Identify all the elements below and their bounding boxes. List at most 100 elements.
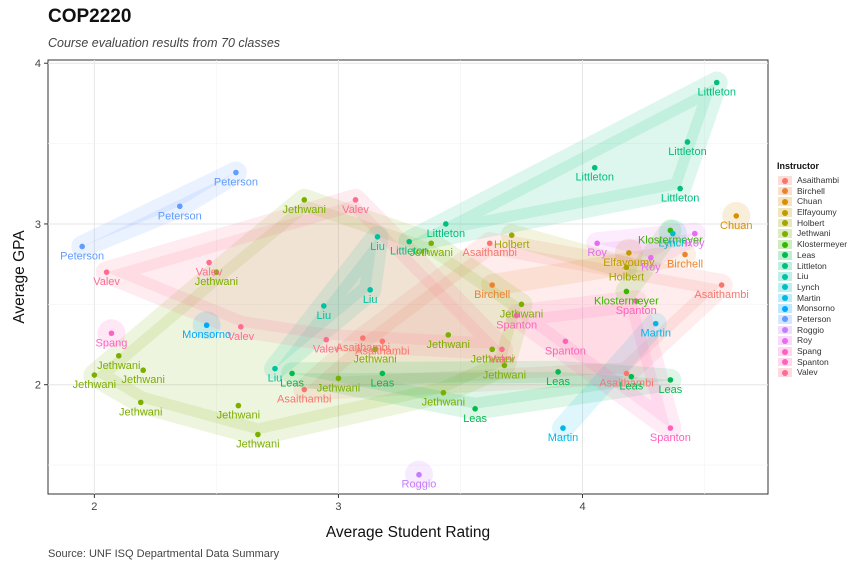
hull-spanton	[505, 290, 682, 440]
point-elfayoumy	[626, 250, 632, 256]
legend-key-chuan	[777, 196, 793, 207]
point-jethwani	[445, 332, 452, 338]
point-spanton	[667, 425, 674, 431]
point-valev	[352, 197, 359, 203]
point-label-birchell: Birchell	[667, 258, 703, 270]
point-label-littleton: Littleton	[390, 246, 429, 258]
legend-item-liu: Liu	[777, 271, 847, 282]
point-liu	[367, 287, 373, 293]
point-jethwani	[372, 346, 378, 353]
point-label-asaithambi: Asaithambi	[336, 342, 390, 354]
legend-key-holbert	[777, 218, 793, 229]
point-label-littleton: Littleton	[668, 146, 707, 158]
point-birchell	[682, 251, 688, 258]
point-label-asaithambi: Asaithambi	[355, 345, 409, 357]
point-label-littleton: Littleton	[661, 193, 700, 205]
legend-label-liu: Liu	[797, 271, 809, 282]
point-label-martin: Martin	[548, 432, 579, 444]
legend-key-liu	[777, 271, 793, 282]
legend-label-holbert: Holbert	[797, 217, 825, 228]
point-label-leas: Leas	[546, 376, 570, 388]
point-liu	[320, 303, 327, 309]
legend-label-littleton: Littleton	[797, 260, 827, 271]
legend-item-roy: Roy	[777, 335, 847, 346]
point-label-peterson: Peterson	[214, 177, 258, 189]
point-roy	[594, 240, 600, 247]
point-label-valev: Valev	[489, 353, 516, 365]
point-martin	[652, 320, 659, 327]
x-tick-label: 3	[335, 501, 341, 513]
point-jethwani	[115, 352, 122, 359]
point-asaithambi	[379, 338, 386, 345]
point-label-jethwani: Jethwani	[195, 276, 238, 288]
point-leas	[667, 377, 674, 383]
y-tick-label: 2	[35, 380, 41, 392]
point-label-spang: Spang	[96, 337, 128, 349]
point-label-spanton: Spanton	[650, 432, 691, 444]
point-label-chuan: Chuan	[720, 220, 752, 232]
point-asaithambi	[301, 386, 308, 393]
chart-subtitle: Course evaluation results from 70 classe…	[48, 36, 281, 50]
point-label-leas: Leas	[658, 384, 682, 396]
point-asaithambi	[718, 282, 725, 288]
point-label-asaithambi: Asaithambi	[463, 247, 517, 259]
point-peterson	[176, 203, 183, 210]
point-leas	[555, 369, 561, 375]
point-jethwani	[255, 431, 261, 438]
legend-item-birchell: Birchell	[777, 186, 847, 197]
legend-label-roggio: Roggio	[797, 324, 824, 335]
legend-label-peterson: Peterson	[797, 313, 832, 324]
point-label-holbert: Holbert	[609, 271, 644, 283]
point-label-spanton: Spanton	[496, 320, 537, 332]
data-points	[79, 79, 740, 478]
plot-panel	[47, 59, 769, 495]
legend-item-valev: Valev	[777, 367, 847, 378]
point-klostermeyer	[623, 288, 630, 295]
point-spanton	[562, 338, 569, 345]
legend-key-martin	[777, 293, 793, 304]
chart-title: COP2220	[48, 6, 132, 27]
point-label-martin: Martin	[640, 328, 671, 340]
point-label-asaithambi: Asaithambi	[277, 394, 331, 406]
point-chuan	[733, 213, 740, 219]
point-label-roy: Roy	[587, 247, 607, 259]
legend-title: Instructor	[777, 161, 820, 171]
legend-key-klostermeyer	[777, 239, 793, 250]
legend-key-roggio	[777, 325, 793, 336]
point-labels: AsaithambiAsaithambiAsaithambiAsaithambi…	[60, 87, 752, 491]
point-label-klostermeyer: Klostermeyer	[638, 234, 703, 246]
legend-label-leas: Leas	[797, 249, 816, 260]
point-asaithambi	[360, 335, 366, 341]
legend-label-chuan: Chuan	[797, 196, 823, 207]
point-littleton	[684, 139, 691, 145]
point-label-valev: Valev	[313, 344, 340, 356]
point-littleton	[677, 185, 683, 192]
legend-item-jethwani: Jethwani	[777, 228, 847, 239]
legend-key-lynch	[777, 282, 793, 293]
legend-label-monsorno: Monsorno	[797, 303, 835, 314]
point-jethwani	[335, 375, 342, 382]
point-label-littleton: Littleton	[575, 172, 614, 184]
legend-key-roy	[777, 335, 793, 346]
legend-item-leas: Leas	[777, 250, 847, 261]
point-peterson	[79, 243, 85, 250]
legend-label-spang: Spang	[797, 346, 822, 356]
instructor-hulls	[71, 71, 751, 489]
point-label-roy: Roy	[685, 238, 705, 250]
point-jethwani	[235, 402, 242, 409]
point-valev	[238, 324, 244, 330]
point-label-spanton: Spanton	[616, 305, 657, 317]
point-jethwani	[489, 346, 496, 353]
point-label-holbert: Holbert	[494, 239, 529, 251]
x-tick-label: 2	[91, 501, 97, 513]
legend: Instructor Asaithambi Birchell Chuan Elfayo…	[777, 161, 847, 378]
point-holbert	[508, 232, 515, 239]
point-label-littleton: Littleton	[427, 228, 466, 240]
point-spang	[108, 330, 115, 337]
legend-label-martin: Martin	[797, 292, 821, 303]
legend-item-lynch: Lynch	[777, 282, 847, 293]
legend-item-monsorno: Monsorno	[777, 303, 847, 314]
point-asaithambi	[486, 240, 493, 247]
legend-key-elfayoumy	[777, 207, 793, 218]
point-leas	[628, 373, 635, 380]
